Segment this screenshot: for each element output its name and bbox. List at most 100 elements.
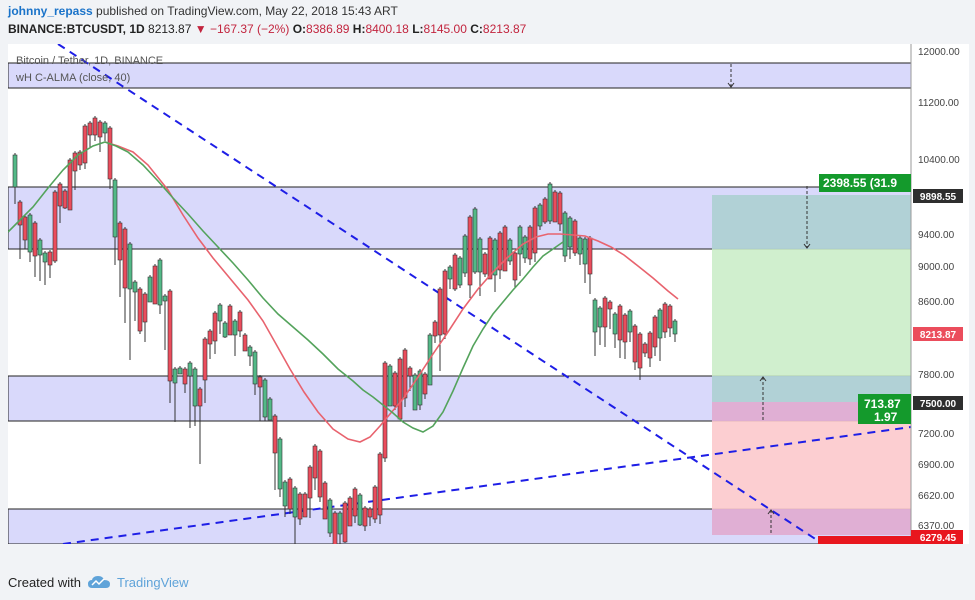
candle-body[interactable] — [637, 333, 643, 369]
candle-body[interactable] — [607, 301, 613, 310]
candle-body[interactable] — [512, 252, 518, 281]
candle-body[interactable] — [357, 494, 363, 526]
candle-body[interactable] — [647, 332, 653, 359]
candle-body[interactable] — [177, 367, 183, 375]
candle-body[interactable] — [597, 307, 603, 328]
candle-body[interactable] — [47, 251, 53, 266]
candlestick-series[interactable] — [12, 116, 678, 548]
candle-body[interactable] — [117, 222, 123, 261]
candle-body[interactable] — [567, 217, 573, 248]
stop-label[interactable]: 713.87 1.97 — [858, 394, 911, 424]
candle-body[interactable] — [507, 239, 513, 262]
price-axis[interactable] — [911, 44, 969, 544]
candle-body[interactable] — [87, 122, 93, 136]
candle-body[interactable] — [92, 117, 98, 136]
symbol-label[interactable]: BINANCE:BTCUSDT, 1D — [8, 22, 145, 36]
target-label[interactable]: 2398.55 (31.9 — [819, 174, 911, 192]
candle-body[interactable] — [77, 151, 83, 166]
candle-body[interactable] — [537, 204, 543, 227]
candle-body[interactable] — [167, 290, 173, 382]
candle-body[interactable] — [207, 330, 213, 345]
candle-body[interactable] — [397, 358, 403, 420]
candle-body[interactable] — [192, 368, 198, 407]
candle-body[interactable] — [642, 343, 648, 354]
candle-body[interactable] — [257, 376, 263, 388]
candle-body[interactable] — [587, 237, 593, 275]
candle-body[interactable] — [662, 303, 668, 333]
candle-body[interactable] — [277, 438, 283, 490]
candle-body[interactable] — [482, 253, 488, 275]
candle-body[interactable] — [82, 125, 88, 164]
candle-body[interactable] — [252, 351, 258, 385]
tradingview-link[interactable]: TradingView — [117, 575, 189, 590]
candle-body[interactable] — [412, 374, 418, 411]
candle-body[interactable] — [32, 222, 38, 257]
ema-green-line[interactable] — [7, 141, 564, 433]
zone-top[interactable] — [7, 62, 912, 89]
candle-body[interactable] — [602, 297, 608, 328]
candle-body[interactable] — [577, 237, 583, 255]
candle-body[interactable] — [347, 497, 353, 527]
candle-body[interactable] — [457, 257, 463, 286]
candle-body[interactable] — [172, 368, 178, 384]
candle-body[interactable] — [62, 190, 68, 209]
candle-body[interactable] — [407, 367, 413, 377]
candle-body[interactable] — [12, 154, 18, 188]
candle-body[interactable] — [422, 373, 428, 395]
candle-body[interactable] — [477, 238, 483, 273]
candle-body[interactable] — [147, 276, 153, 303]
candle-body[interactable] — [342, 502, 348, 543]
ema-red-line[interactable] — [104, 141, 679, 443]
candle-body[interactable] — [332, 512, 338, 547]
candle-body[interactable] — [337, 512, 343, 535]
tradingview-cloud-icon[interactable] — [87, 574, 111, 590]
candle-body[interactable] — [462, 235, 468, 274]
price-chart[interactable]: Bitcoin / Tether, 1D, BINANCE wH C-ALMA … — [7, 43, 969, 563]
candle-body[interactable] — [392, 372, 398, 407]
candle-body[interactable] — [182, 368, 188, 385]
candle-body[interactable] — [667, 305, 673, 329]
candle-body[interactable] — [282, 481, 288, 507]
candle-body[interactable] — [57, 183, 63, 207]
candle-body[interactable] — [217, 304, 223, 322]
ascending-trendline[interactable] — [62, 426, 912, 545]
candle-body[interactable] — [352, 488, 358, 517]
candle-body[interactable] — [672, 320, 678, 335]
candle-body[interactable] — [472, 208, 478, 273]
candle-body[interactable] — [162, 295, 168, 302]
arrow-bottom[interactable] — [767, 509, 775, 535]
candle-body[interactable] — [402, 349, 408, 399]
candle-body[interactable] — [632, 325, 638, 363]
author-link[interactable]: johnny_repass — [8, 4, 93, 18]
candle-body[interactable] — [122, 228, 128, 289]
candle-body[interactable] — [522, 236, 528, 259]
candle-body[interactable] — [497, 232, 503, 271]
candle-body[interactable] — [97, 121, 103, 138]
candle-body[interactable] — [287, 478, 293, 510]
candle-body[interactable] — [197, 388, 203, 407]
candle-body[interactable] — [102, 122, 108, 134]
candle-body[interactable] — [557, 192, 563, 225]
candle-body[interactable] — [292, 487, 298, 518]
candle-body[interactable] — [367, 508, 373, 518]
candle-body[interactable] — [72, 152, 78, 172]
candle-body[interactable] — [267, 398, 273, 421]
candle-body[interactable] — [107, 127, 113, 180]
candle-body[interactable] — [222, 322, 228, 338]
candle-body[interactable] — [137, 288, 143, 332]
candle-body[interactable] — [17, 201, 23, 226]
candle-body[interactable] — [312, 445, 318, 479]
candle-body[interactable] — [27, 214, 33, 253]
candle-body[interactable] — [22, 216, 28, 241]
candle-body[interactable] — [547, 183, 553, 222]
candle-body[interactable] — [492, 239, 498, 276]
indicator-label[interactable]: wH C-ALMA (close, 40) — [15, 72, 130, 84]
candle-body[interactable] — [452, 254, 458, 290]
candle-body[interactable] — [322, 482, 328, 520]
candle-body[interactable] — [142, 293, 148, 323]
candle-body[interactable] — [617, 305, 623, 341]
candle-body[interactable] — [362, 507, 368, 527]
candle-body[interactable] — [432, 321, 438, 337]
candle-body[interactable] — [67, 159, 73, 211]
candle-body[interactable] — [377, 453, 383, 516]
